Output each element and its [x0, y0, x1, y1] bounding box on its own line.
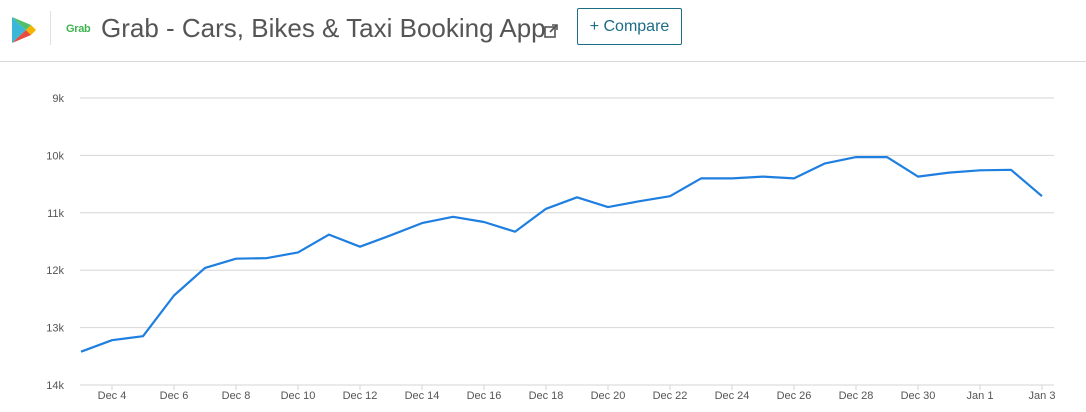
compare-button[interactable]: + Compare	[577, 8, 682, 45]
data-point[interactable]	[729, 175, 735, 181]
data-point[interactable]	[667, 193, 673, 199]
data-point[interactable]	[636, 198, 642, 204]
y-tick-label: 12k	[46, 265, 64, 277]
x-tick-label: Dec 8	[222, 390, 251, 402]
x-tick-label: Dec 14	[405, 390, 440, 402]
data-point[interactable]	[791, 175, 797, 181]
x-tick-label: Dec 24	[715, 390, 750, 402]
x-tick-label: Dec 20	[591, 390, 626, 402]
data-point[interactable]	[884, 154, 890, 160]
data-point[interactable]	[977, 167, 983, 173]
x-tick-label: Dec 28	[839, 390, 874, 402]
app-title: Grab - Cars, Bikes & Taxi Booking App	[101, 13, 546, 43]
x-tick-label: Jan 1	[967, 390, 994, 402]
data-point[interactable]	[946, 170, 952, 176]
x-tick-label: Dec 10	[281, 390, 316, 402]
data-point[interactable]	[574, 194, 580, 200]
data-point[interactable]	[233, 256, 239, 262]
app-header: Grab Grab - Cars, Bikes & Taxi Booking A…	[0, 0, 1086, 62]
x-tick-label: Dec 26	[777, 390, 812, 402]
data-point[interactable]	[605, 204, 611, 210]
play-store-icon[interactable]	[11, 16, 37, 44]
data-point[interactable]	[357, 244, 363, 250]
brand-logo: Grab	[66, 23, 91, 35]
x-tick-label: Dec 12	[343, 390, 378, 402]
x-tick-label: Dec 6	[160, 390, 189, 402]
grid-lines	[80, 97, 1054, 386]
data-point[interactable]	[822, 160, 828, 166]
data-point[interactable]	[171, 292, 177, 298]
series-layer	[78, 154, 1045, 355]
data-point[interactable]	[915, 174, 921, 180]
data-point[interactable]	[698, 175, 704, 181]
data-point[interactable]	[78, 349, 84, 355]
data-point[interactable]	[853, 154, 859, 160]
data-point[interactable]	[264, 255, 270, 261]
x-axis-ticks: Dec 4 Dec 6 Dec 8 Dec 10 Dec 12 Dec 14 Dec 16 D…	[98, 385, 1056, 402]
y-tick-label: 14k	[46, 380, 64, 392]
x-tick-label: Dec 22	[653, 390, 688, 402]
series-line[interactable]	[80, 155, 1043, 353]
data-point[interactable]	[512, 229, 518, 235]
y-axis-ticks: 9k 10k 11k 12k 13k 14k	[46, 93, 64, 392]
y-tick-label: 11k	[47, 208, 64, 220]
x-tick-label: Dec 4	[98, 390, 127, 402]
data-point[interactable]	[760, 174, 766, 180]
data-point[interactable]	[543, 206, 549, 212]
x-tick-label: Jan 3	[1029, 390, 1056, 402]
data-point[interactable]	[109, 337, 115, 343]
data-point[interactable]	[1039, 193, 1045, 199]
x-tick-label: Dec 16	[467, 390, 502, 402]
data-point[interactable]	[202, 265, 208, 271]
data-point[interactable]	[326, 232, 332, 238]
data-point[interactable]	[295, 249, 301, 255]
y-tick-label: 13k	[46, 323, 64, 335]
data-point[interactable]	[1008, 167, 1014, 173]
data-point[interactable]	[481, 219, 487, 225]
data-point[interactable]	[419, 220, 425, 226]
y-tick-label: 10k	[46, 150, 64, 162]
data-point[interactable]	[450, 214, 456, 220]
data-point[interactable]	[140, 333, 146, 339]
data-point[interactable]	[388, 232, 394, 238]
x-tick-label: Dec 18	[529, 390, 564, 402]
header-divider	[50, 11, 51, 45]
x-tick-label: Dec 30	[901, 390, 936, 402]
external-link-icon[interactable]	[544, 24, 558, 38]
y-tick-label: 9k	[52, 93, 64, 105]
